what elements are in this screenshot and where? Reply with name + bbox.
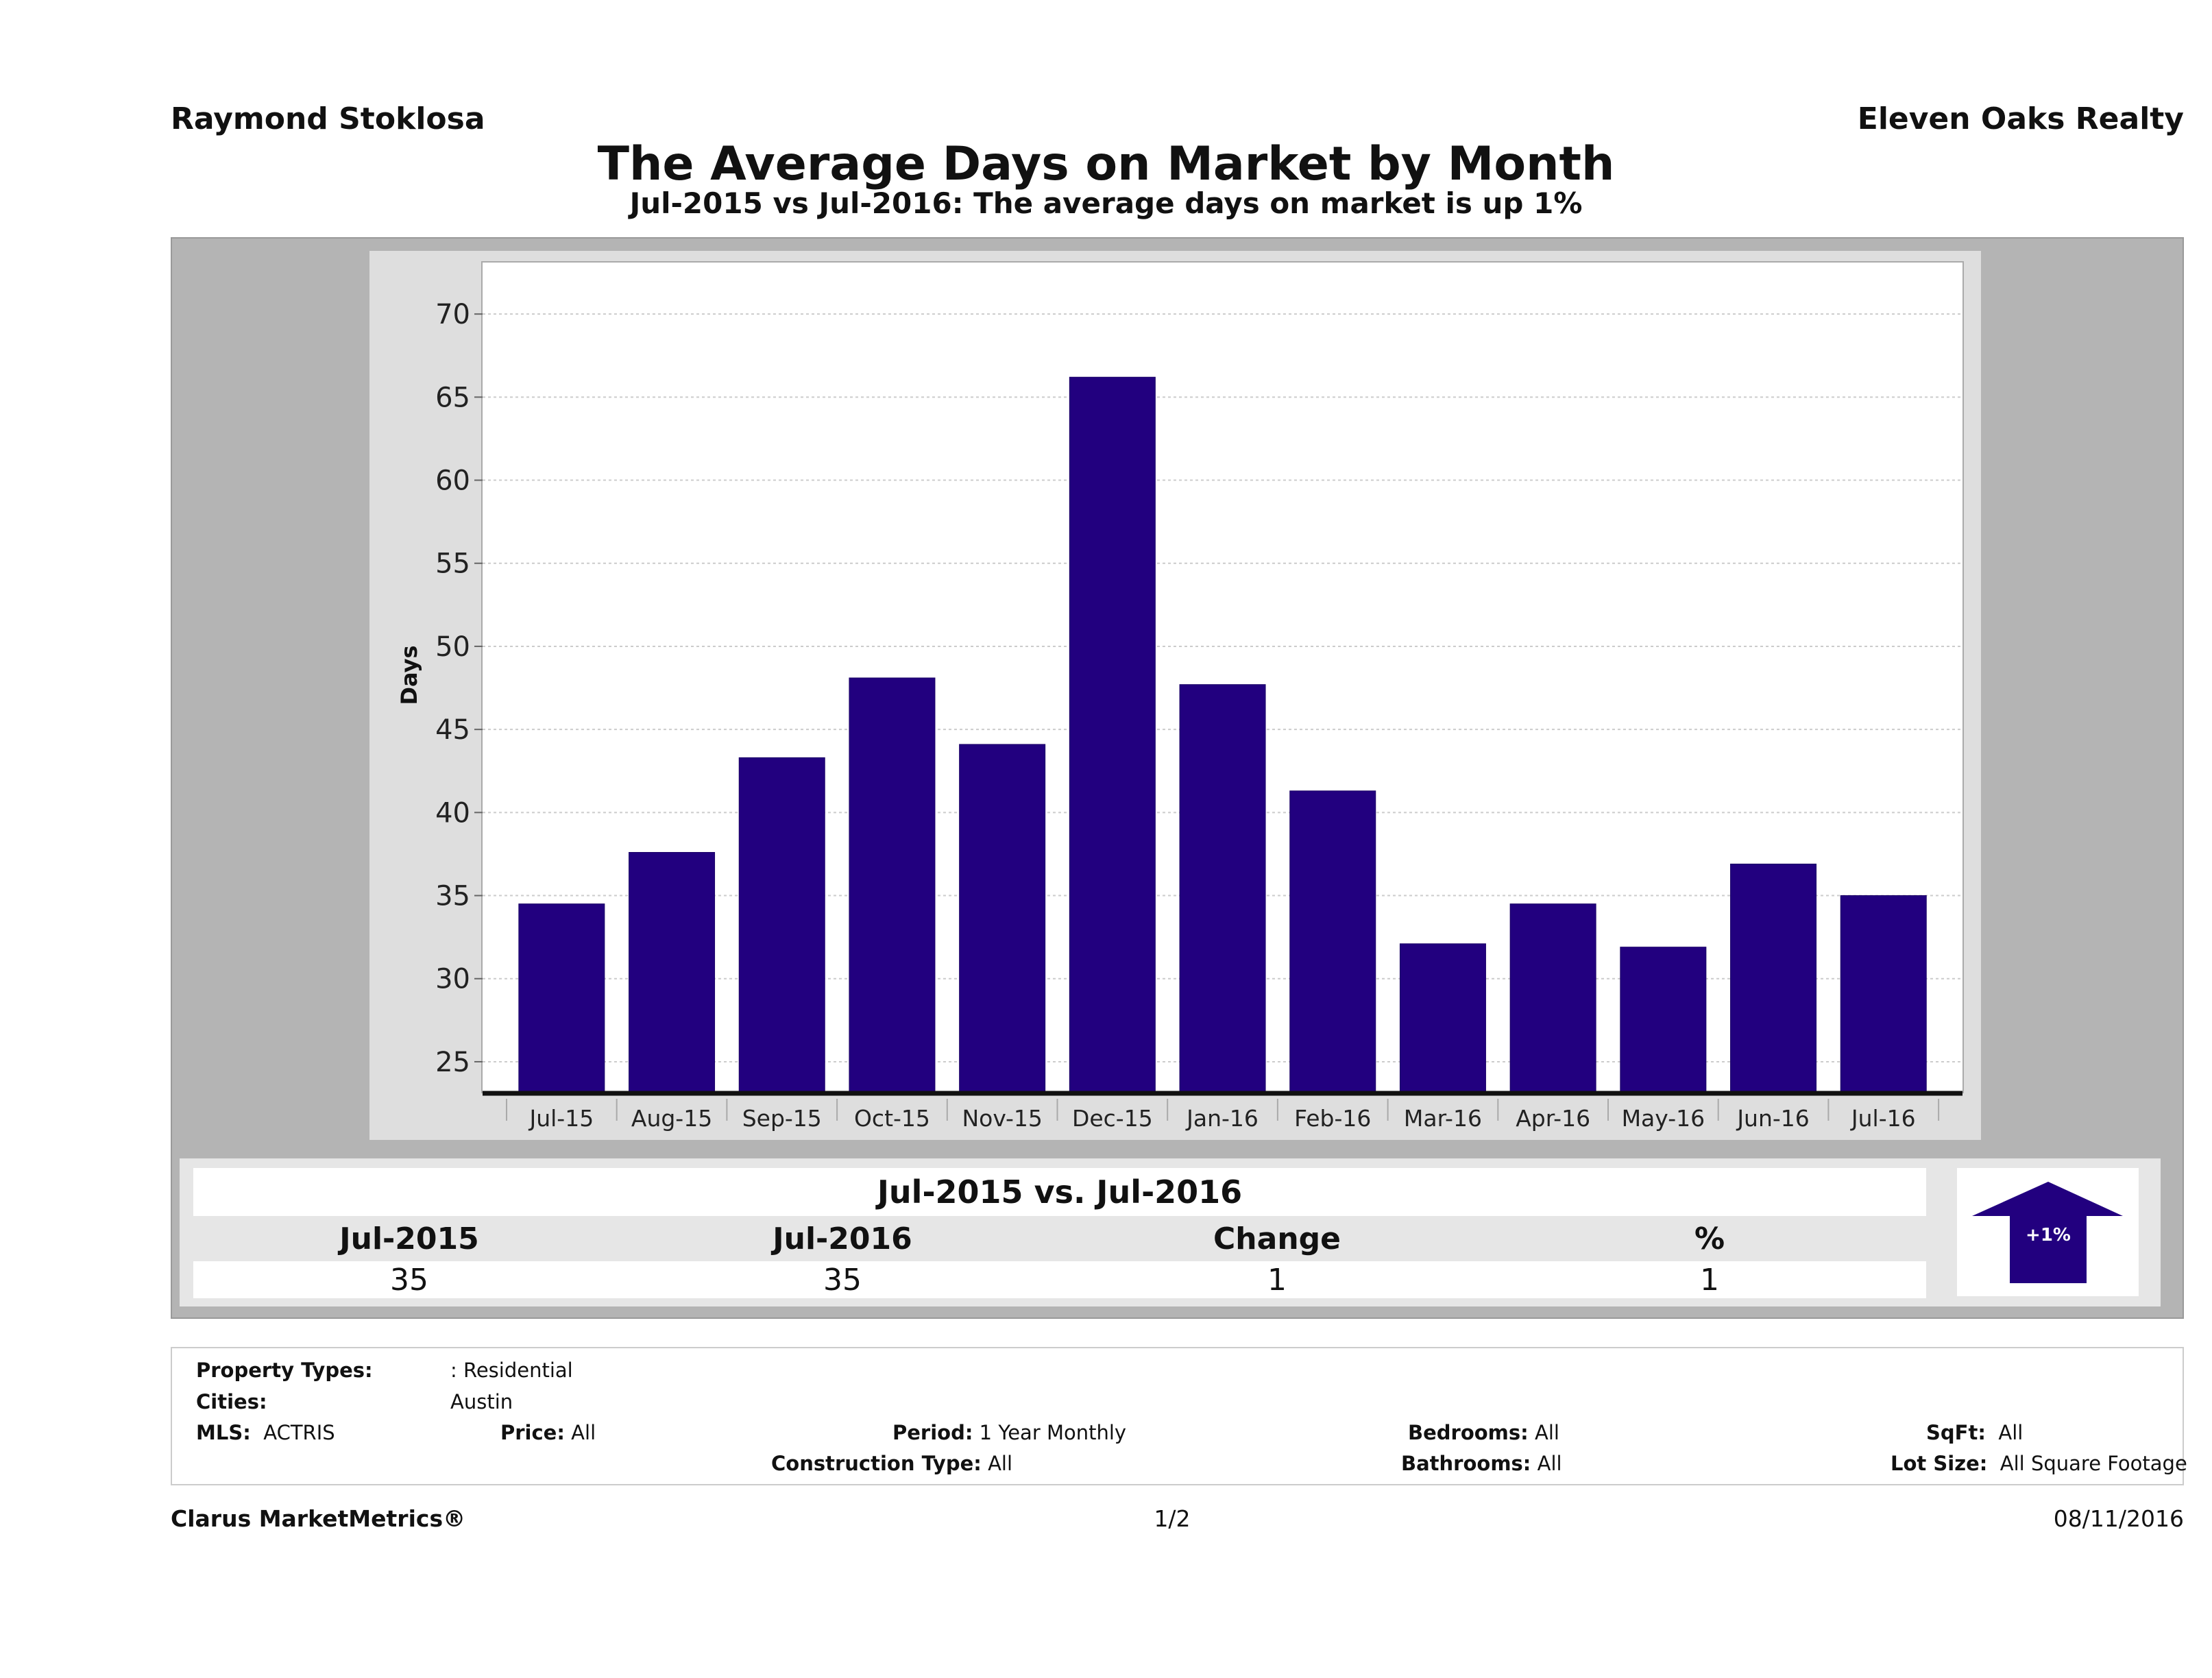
y-tick-label: 35	[435, 881, 470, 912]
x-tick-label: Jul-15	[528, 1105, 594, 1132]
up-arrow-icon: +1%	[1972, 1182, 2123, 1283]
stats-title: Jul-2015 vs. Jul-2016	[877, 1174, 1243, 1211]
bar	[1730, 863, 1817, 1094]
agent-name: Raymond Stoklosa	[171, 101, 485, 136]
bar	[629, 852, 716, 1094]
x-tick-label: Dec-15	[1072, 1105, 1153, 1132]
label: Property Types:	[196, 1359, 373, 1382]
y-tick-label: 55	[435, 548, 470, 580]
value: : Residential	[450, 1359, 573, 1382]
label: Bathrooms:	[1401, 1452, 1531, 1475]
y-tick-label: 25	[435, 1047, 470, 1078]
bar	[1179, 684, 1266, 1094]
y-tick-label: 60	[435, 465, 470, 497]
bar-chart: Days 25 30 35 40 45 50 55 60 65 70 Jul-15 Aug-15 Sep…	[396, 299, 1962, 1132]
label: Price:	[500, 1421, 565, 1444]
label: SqFt:	[1926, 1421, 1986, 1444]
bar	[1620, 947, 1707, 1094]
bar	[1840, 895, 1927, 1094]
bar	[738, 757, 825, 1094]
label: MLS:	[196, 1421, 251, 1444]
footer-brand: Clarus MarketMetrics®	[171, 1505, 466, 1532]
value: All	[1998, 1421, 2023, 1444]
y-axis-label: Days	[396, 645, 422, 705]
label: Lot Size:	[1891, 1452, 1988, 1475]
x-tick-label: Apr-16	[1516, 1105, 1590, 1132]
brokerage-name: Eleven Oaks Realty	[1857, 101, 2184, 136]
value: All	[571, 1421, 596, 1444]
stats-header: Jul-2016	[773, 1221, 912, 1256]
x-tick-label: Mar-16	[1404, 1105, 1482, 1132]
criteria-box	[171, 1347, 2184, 1485]
label: Period:	[892, 1421, 973, 1444]
change-badge: +1%	[1957, 1168, 2139, 1296]
stats-value: 35	[390, 1263, 428, 1298]
x-tick-label: Sep-15	[742, 1105, 822, 1132]
bar	[1289, 790, 1376, 1094]
label: Bedrooms:	[1408, 1421, 1529, 1444]
x-tick-label: Jan-16	[1185, 1105, 1259, 1132]
stats-value: 35	[823, 1263, 862, 1298]
value: ACTRIS	[263, 1421, 335, 1444]
x-tick-label: Jul-16	[1850, 1105, 1916, 1132]
x-tick-label: Nov-15	[962, 1105, 1042, 1132]
y-tick-label: 65	[435, 382, 470, 413]
bar	[959, 744, 1046, 1094]
label: Construction Type:	[771, 1452, 982, 1475]
value: All	[1534, 1421, 1559, 1444]
y-tick-label: 45	[435, 714, 470, 746]
y-tick-label: 40	[435, 797, 470, 829]
bar	[1069, 376, 1156, 1094]
report-date: 08/11/2016	[2053, 1505, 2184, 1532]
value: 1 Year Monthly	[979, 1421, 1127, 1444]
x-tick-label: Jun-16	[1736, 1105, 1809, 1132]
value: Austin	[450, 1390, 513, 1413]
chart-title: The Average Days on Market by Month	[597, 137, 1615, 191]
x-tick-label: Aug-15	[631, 1105, 712, 1132]
chart-subtitle: Jul-2015 vs Jul-2016: The average days o…	[629, 186, 1583, 220]
value: All	[1537, 1452, 1562, 1475]
stats-header: Jul-2015	[339, 1221, 479, 1256]
bar	[849, 677, 936, 1094]
y-tick-label: 30	[435, 964, 470, 995]
bar	[518, 903, 605, 1094]
stats-values-row	[193, 1261, 1926, 1298]
change-badge-text: +1%	[2026, 1225, 2071, 1245]
value: All	[988, 1452, 1013, 1475]
label: Cities:	[196, 1390, 267, 1413]
stats-title-row	[193, 1168, 1926, 1216]
page-number: 1/2	[1154, 1505, 1191, 1532]
x-tick-label: May-16	[1622, 1105, 1705, 1132]
stats-header: %	[1694, 1221, 1725, 1256]
x-tick-label: Oct-15	[854, 1105, 930, 1132]
stats-value: 1	[1267, 1263, 1287, 1298]
bar	[1509, 903, 1596, 1094]
stats-value: 1	[1700, 1263, 1719, 1298]
x-tick-label: Feb-16	[1294, 1105, 1371, 1132]
y-tick-label: 50	[435, 631, 470, 663]
y-tick-label: 70	[435, 299, 470, 330]
bar	[1399, 943, 1486, 1094]
value: All Square Footage	[2000, 1452, 2187, 1475]
stats-header: Change	[1213, 1221, 1341, 1256]
